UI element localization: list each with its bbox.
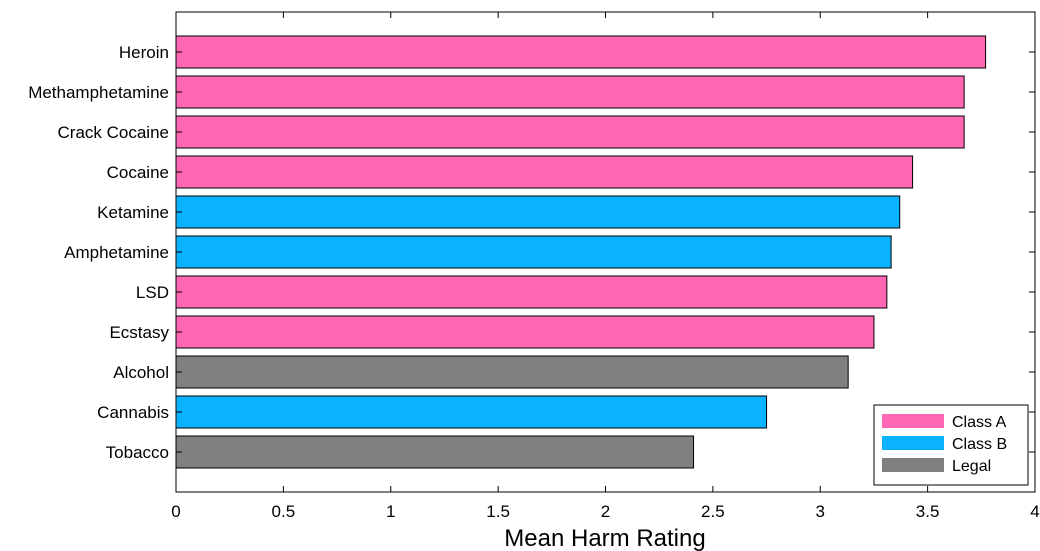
category-label-ketamine: Ketamine (97, 203, 169, 222)
bar-ketamine (175, 195, 901, 229)
bar-crack-cocaine (175, 115, 965, 149)
legend-label-legal: Legal (952, 458, 991, 475)
category-label-tobacco: Tobacco (106, 443, 169, 462)
bars-layer (175, 35, 987, 469)
x-tick-label: 0 (171, 502, 180, 521)
bar-lsd (175, 275, 888, 309)
x-tick-label: 2 (601, 502, 610, 521)
category-label-amphetamine: Amphetamine (64, 243, 169, 262)
legend-label-class-b: Class B (952, 436, 1007, 453)
category-label-crack-cocaine: Crack Cocaine (58, 123, 170, 142)
legend-swatch-legal (882, 458, 944, 472)
x-tick-label: 1.5 (486, 502, 510, 521)
bar-heroin (175, 35, 987, 69)
category-label-heroin: Heroin (119, 43, 169, 62)
bar-alcohol (175, 355, 849, 389)
legend-swatch-class-a (882, 414, 944, 428)
x-tick-label: 4 (1030, 502, 1039, 521)
x-tick-label: 1 (386, 502, 395, 521)
legend-entries: Class A Class B Legal (882, 414, 1007, 475)
x-axis-title: Mean Harm Rating (504, 525, 705, 551)
bar-ecstasy (175, 315, 875, 349)
category-labels: Heroin Methamphetamine Crack Cocaine Cocain… (28, 43, 169, 462)
category-label-cocaine: Cocaine (107, 163, 169, 182)
bar-methamphetamine (175, 75, 965, 109)
bar-amphetamine (175, 235, 892, 269)
category-label-alcohol: Alcohol (113, 363, 169, 382)
bar-cocaine (175, 155, 914, 189)
x-tick-label: 0.5 (272, 502, 296, 521)
x-tick-label: 3.5 (916, 502, 940, 521)
x-tick-label: 2.5 (701, 502, 725, 521)
bar-cannabis (175, 395, 768, 429)
x-tick-label: 3 (816, 502, 825, 521)
ticks-layer: 0 0.5 1 1.5 2 2.5 3 3.5 4 (171, 12, 1040, 521)
category-label-cannabis: Cannabis (97, 403, 169, 422)
category-label-lsd: LSD (136, 283, 169, 302)
bar-tobacco (175, 435, 695, 469)
legend: Class A Class B Legal (873, 404, 1029, 486)
legend-label-class-a: Class A (952, 414, 1007, 431)
legend-swatch-class-b (882, 436, 944, 450)
category-label-methamphetamine: Methamphetamine (28, 83, 169, 102)
category-label-ecstasy: Ecstasy (109, 323, 169, 342)
